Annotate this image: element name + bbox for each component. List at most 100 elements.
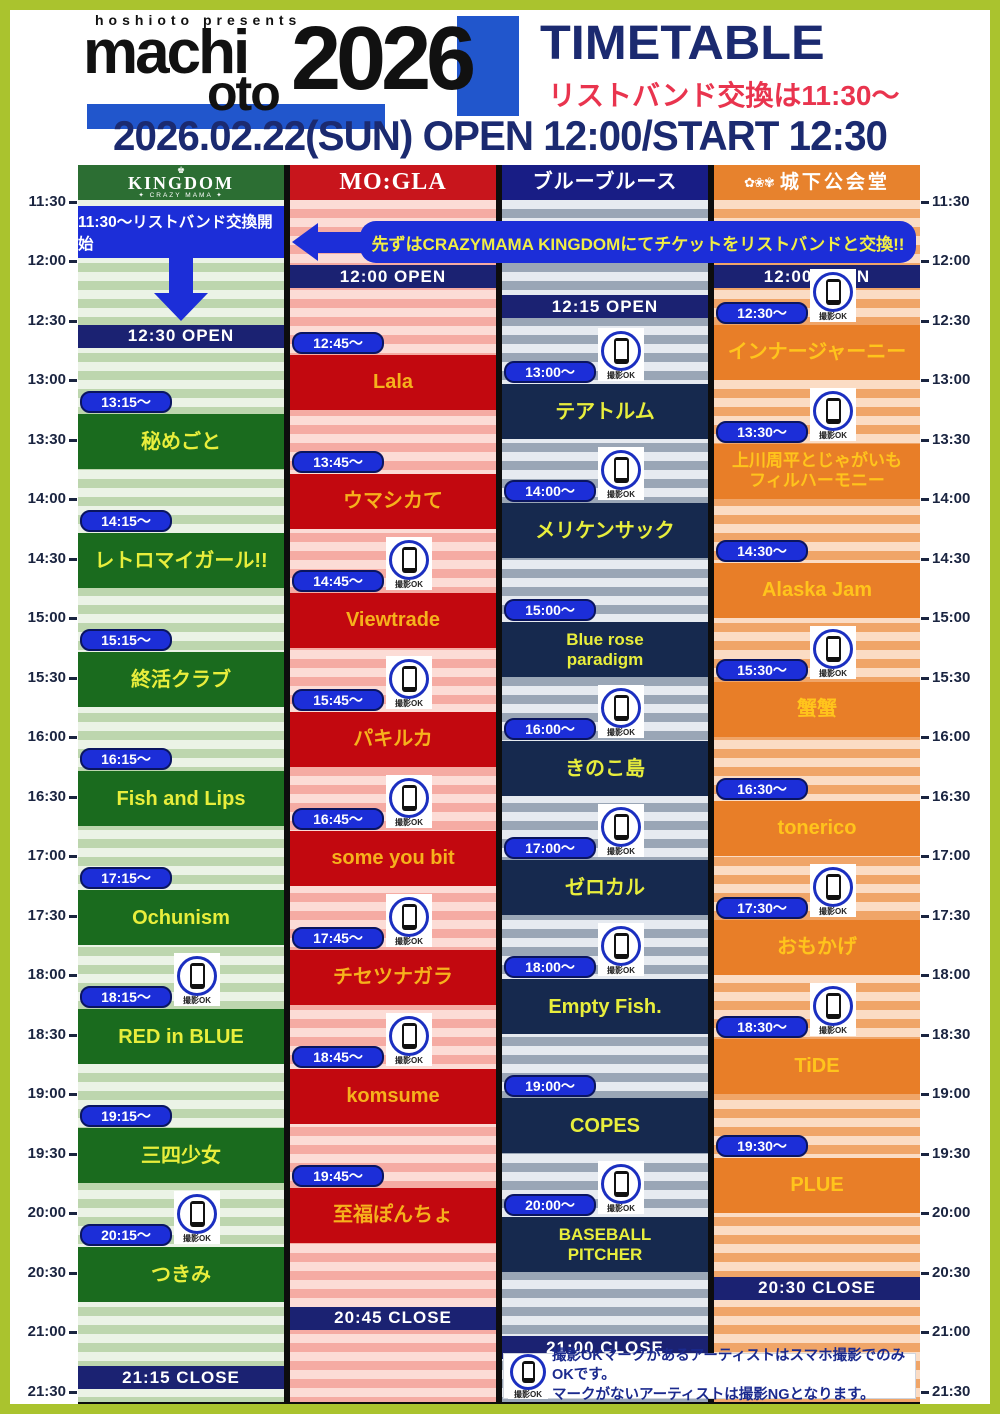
camera-ok-icon: 撮影OK: [810, 387, 856, 441]
time-label-right: 12:00: [932, 252, 971, 270]
time-label-right: 16:30: [932, 787, 971, 805]
act-block: 至福ぽんちょ: [290, 1187, 496, 1243]
start-time-pill: 17:15〜: [80, 867, 172, 890]
phone-icon: [389, 539, 429, 580]
camera-ok-label: 撮影OK: [819, 1025, 847, 1035]
start-time-pill: 16:00〜: [504, 718, 596, 741]
time-label-right: 16:00: [932, 728, 971, 746]
presents-text: hoshioto presents: [95, 12, 302, 28]
time-label-left: 16:00: [27, 728, 66, 746]
venue-subname: ✦ CRAZY MAMA ✦: [138, 191, 224, 199]
act-block: 秘めごと: [78, 414, 284, 470]
camera-policy-text: 撮影OKマークがあるアーティストはスマホ撮影でのみOKです。 マークがないアーテ…: [552, 1347, 911, 1404]
act-block: Lala: [290, 354, 496, 410]
time-label-left: 12:30: [27, 311, 66, 329]
camera-ok-icon: 撮影OK: [598, 685, 644, 739]
act-block: COPES: [502, 1098, 708, 1154]
time-tick-right: [921, 676, 929, 680]
act-block: 蟹蟹: [714, 681, 920, 737]
act-block: PLUE: [714, 1157, 920, 1213]
logo-machi: machi: [83, 18, 250, 87]
venue-column-kingdom: ♚ KINGDOM ✦ CRAZY MAMA ✦ 11:30〜リストバンド交換開始 12…: [78, 165, 284, 1402]
camera-ok-label: 撮影OK: [607, 371, 635, 381]
act-block: tonerico: [714, 800, 920, 856]
callout-arrow-shaft: [314, 232, 364, 253]
act-block: チセツナガラ: [290, 949, 496, 1005]
time-label-right: 13:00: [932, 371, 971, 389]
wristband-banner: 11:30〜リストバンド交換開始: [78, 206, 284, 258]
start-time-pill: 17:30〜: [716, 896, 808, 919]
time-tick-left: [69, 498, 77, 502]
open-banner: 12:00 OPEN: [290, 265, 496, 289]
venue-logo-row: ✿❀✾ 城下公会堂: [744, 171, 890, 193]
camera-ok-label: 撮影OK: [183, 996, 211, 1006]
time-tick-right: [921, 974, 929, 978]
camera-ok-label: 撮影OK: [607, 966, 635, 976]
start-time-pill: 19:45〜: [292, 1164, 384, 1187]
phone-icon: [389, 777, 429, 818]
time-label-left: 13:00: [27, 371, 66, 389]
start-time-pill: 14:30〜: [716, 539, 808, 562]
crown-icon: ♚: [176, 164, 186, 175]
logo-year: 2026: [291, 10, 476, 109]
time-label-left: 15:30: [27, 668, 66, 686]
venue-name: 城下公会堂: [779, 171, 890, 193]
machioto-logo: hoshioto presents machi oto 2026: [65, 10, 535, 129]
time-label-left: 21:00: [27, 1323, 66, 1341]
camera-ok-icon: 撮影OK: [508, 1353, 548, 1399]
time-label-right: 11:30: [932, 193, 970, 210]
act-block: レトロマイガール!!: [78, 533, 284, 589]
camera-ok-icon: 撮影OK: [810, 863, 856, 917]
camera-ok-label: 撮影OK: [819, 311, 847, 321]
time-label-right: 14:30: [932, 549, 971, 567]
time-tick-left: [69, 974, 77, 978]
camera-ok-icon: 撮影OK: [810, 268, 856, 322]
phone-icon: [389, 1015, 429, 1056]
time-tick-right: [921, 379, 929, 383]
act-block: テアトルム: [502, 384, 708, 440]
camera-ok-icon: 撮影OK: [174, 953, 220, 1007]
start-time-pill: 13:00〜: [504, 361, 596, 384]
time-label-left: 19:30: [27, 1144, 66, 1162]
time-tick-right: [921, 736, 929, 740]
start-time-pill: 17:45〜: [292, 926, 384, 949]
close-banner: 21:15 CLOSE: [78, 1366, 284, 1390]
start-time-pill: 14:00〜: [504, 480, 596, 503]
time-tick-right: [921, 855, 929, 859]
time-label-left: 19:00: [27, 1085, 66, 1103]
logo-blue-bar: [87, 104, 385, 129]
time-label-right: 20:00: [932, 1204, 971, 1222]
start-time-pill: 12:45〜: [292, 331, 384, 354]
start-time-pill: 19:30〜: [716, 1134, 808, 1157]
time-label-left: 20:00: [27, 1204, 66, 1222]
phone-icon: [177, 956, 217, 997]
phone-icon: [389, 896, 429, 937]
time-label-left: 17:30: [27, 906, 66, 924]
act-block: TiDE: [714, 1038, 920, 1094]
act-block: ウマシカて: [290, 473, 496, 529]
time-label-left: 14:30: [27, 549, 66, 567]
wristband-notice: リストバンド交換は11:30〜: [548, 80, 900, 111]
down-arrow-icon: [154, 293, 208, 321]
time-label-right: 15:00: [932, 609, 971, 627]
start-time-pill: 14:15〜: [80, 510, 172, 533]
act-block: Alaska Jam: [714, 562, 920, 618]
act-block: つきみ: [78, 1247, 284, 1303]
time-label-right: 21:30: [932, 1382, 971, 1400]
page-title: TIMETABLE: [540, 17, 825, 70]
venue-logo-row: MO:GLA: [339, 169, 446, 195]
time-tick-left: [69, 557, 77, 561]
start-time-pill: 20:15〜: [80, 1224, 172, 1247]
time-tick-left: [69, 617, 77, 621]
start-time-pill: 18:45〜: [292, 1045, 384, 1068]
start-time-pill: 13:45〜: [292, 450, 384, 473]
time-tick-left: [69, 1093, 77, 1097]
time-label-left: 14:00: [27, 490, 66, 508]
camera-policy-line2: マークがないアーティストは撮影NGとなります。: [552, 1386, 875, 1403]
act-block: some you bit: [290, 830, 496, 886]
time-label-left: 15:00: [27, 609, 66, 627]
venue-header-castle: ✿❀✾ 城下公会堂: [714, 165, 920, 200]
camera-policy-note: 撮影OK 撮影OKマークがあるアーティストはスマホ撮影でのみOKです。 マークが…: [503, 1348, 916, 1403]
poster: hoshioto presents machi oto 2026 TIMETAB…: [10, 10, 990, 1404]
start-time-pill: 19:15〜: [80, 1105, 172, 1128]
